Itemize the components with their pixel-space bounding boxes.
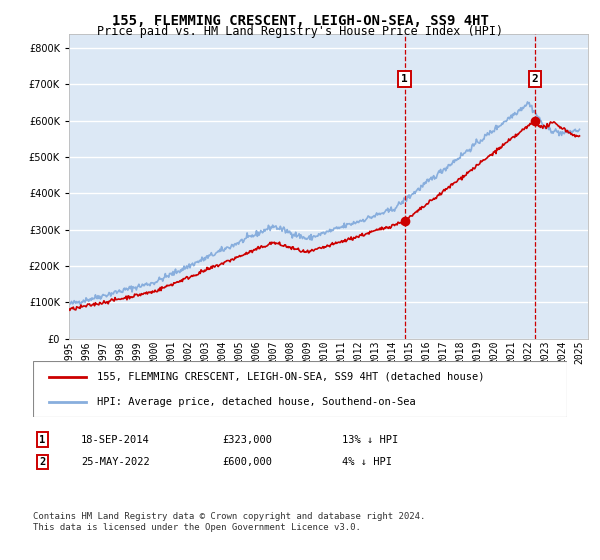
Text: £323,000: £323,000 xyxy=(222,435,272,445)
Text: 4% ↓ HPI: 4% ↓ HPI xyxy=(342,457,392,467)
Text: 1: 1 xyxy=(39,435,45,445)
Text: 18-SEP-2014: 18-SEP-2014 xyxy=(81,435,150,445)
Text: HPI: Average price, detached house, Southend-on-Sea: HPI: Average price, detached house, Sout… xyxy=(97,396,416,407)
Text: 25-MAY-2022: 25-MAY-2022 xyxy=(81,457,150,467)
Text: 2: 2 xyxy=(532,74,538,84)
Text: 155, FLEMMING CRESCENT, LEIGH-ON-SEA, SS9 4HT: 155, FLEMMING CRESCENT, LEIGH-ON-SEA, SS… xyxy=(112,14,488,28)
Text: 1: 1 xyxy=(401,74,408,84)
Text: Contains HM Land Registry data © Crown copyright and database right 2024.
This d: Contains HM Land Registry data © Crown c… xyxy=(33,512,425,532)
Text: 2: 2 xyxy=(39,457,45,467)
Text: Price paid vs. HM Land Registry's House Price Index (HPI): Price paid vs. HM Land Registry's House … xyxy=(97,25,503,38)
Text: £600,000: £600,000 xyxy=(222,457,272,467)
Text: 13% ↓ HPI: 13% ↓ HPI xyxy=(342,435,398,445)
Text: 155, FLEMMING CRESCENT, LEIGH-ON-SEA, SS9 4HT (detached house): 155, FLEMMING CRESCENT, LEIGH-ON-SEA, SS… xyxy=(97,372,485,382)
